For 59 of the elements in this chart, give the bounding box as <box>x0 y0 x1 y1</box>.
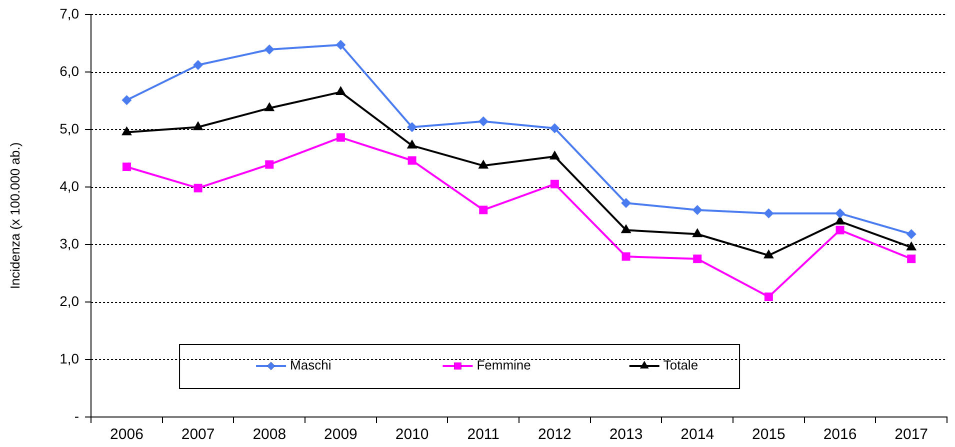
x-tick-label: 2013 <box>609 426 643 444</box>
point <box>621 198 632 208</box>
y-tick-label: - <box>74 408 80 424</box>
x-tick-label: 2007 <box>181 426 215 444</box>
point <box>764 208 774 218</box>
x-tick-label: 2008 <box>252 426 286 444</box>
point <box>620 224 632 234</box>
y-tick-label: 6,0 <box>60 62 80 79</box>
point <box>550 150 560 160</box>
point <box>407 122 418 132</box>
x-tick-label: 2015 <box>752 426 786 444</box>
point <box>193 60 204 70</box>
y-tick-label: 5,0 <box>60 120 80 136</box>
point <box>836 226 844 234</box>
point <box>336 133 345 142</box>
point <box>336 86 346 96</box>
point <box>692 228 703 238</box>
point <box>264 102 275 112</box>
y-tick-label: 4,0 <box>60 178 80 194</box>
point <box>550 123 560 134</box>
point <box>763 249 774 258</box>
point <box>907 254 916 264</box>
y-tick-label: 3,0 <box>60 235 80 252</box>
y-tick-label: 7,0 <box>60 5 80 22</box>
point <box>479 206 488 214</box>
point <box>906 241 917 250</box>
x-tick-label: 2014 <box>680 426 714 444</box>
legend-label: Maschi <box>290 358 332 373</box>
x-tick-label: 2011 <box>467 426 500 444</box>
y-axis-title: Incidenza (x 100.000 ab.) <box>7 142 22 290</box>
point <box>478 160 489 169</box>
point <box>122 126 132 136</box>
point <box>693 254 702 264</box>
point <box>764 292 773 302</box>
x-tick-label: 2012 <box>538 426 572 444</box>
point <box>622 252 630 261</box>
legend-label: Femmine <box>476 358 531 373</box>
x-tick-label: 2009 <box>324 426 358 444</box>
point <box>265 160 274 169</box>
point <box>192 121 204 130</box>
legend-label: Totale <box>663 358 698 373</box>
x-tick-label: 2017 <box>894 426 928 444</box>
point <box>835 208 846 218</box>
point <box>122 162 131 172</box>
x-tick-label: 2010 <box>395 426 429 444</box>
point <box>906 229 916 240</box>
point <box>264 44 274 54</box>
x-tick-label: 2016 <box>823 426 857 444</box>
point <box>122 95 132 106</box>
y-tick-label: 2,0 <box>60 292 80 309</box>
point <box>408 156 416 165</box>
point <box>550 180 559 188</box>
point <box>336 40 346 50</box>
point <box>692 204 702 215</box>
y-tick-label: 1,0 <box>60 350 80 366</box>
x-tick-label: 2006 <box>110 426 144 444</box>
point <box>478 116 488 126</box>
point <box>406 140 418 149</box>
point <box>194 184 202 192</box>
